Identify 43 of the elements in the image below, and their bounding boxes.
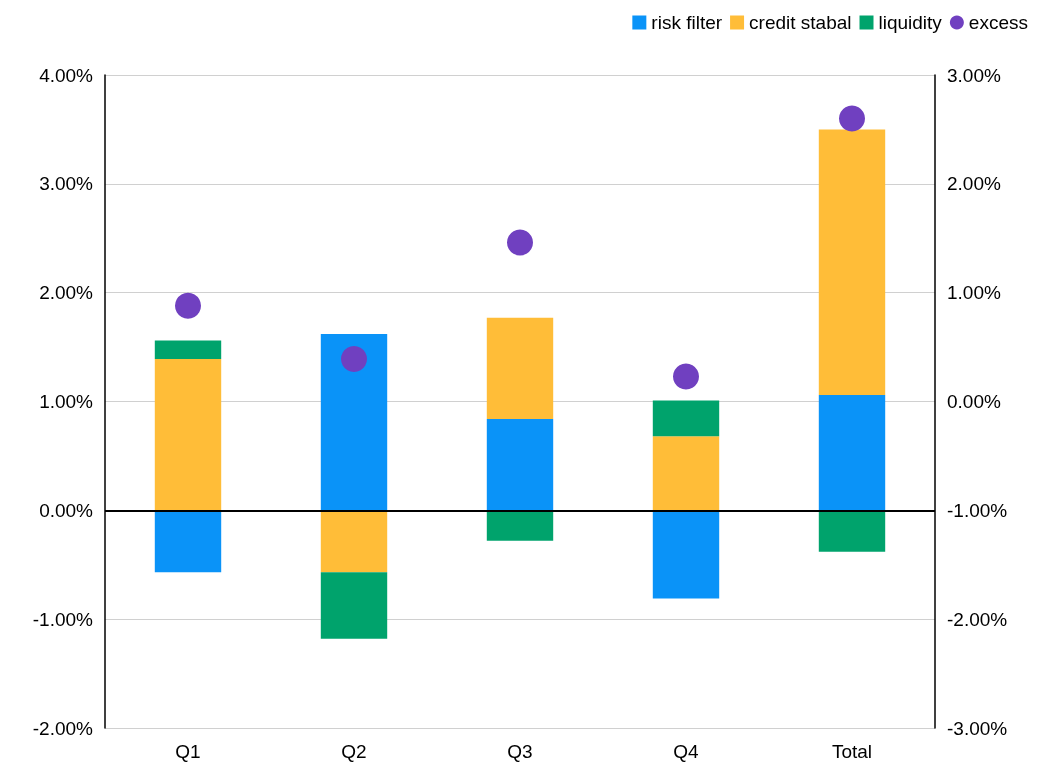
y-tick-label: -1.00% [32, 608, 94, 630]
bar [818, 394, 886, 511]
y-tick-label: 3.00% [39, 173, 94, 195]
point [175, 292, 201, 319]
x-tick-label: Q3 [507, 741, 533, 762]
y2-tick-label: -1.00% [947, 499, 1008, 521]
bar [320, 572, 388, 639]
bar [154, 359, 222, 511]
y2-tick-label: -3.00% [947, 717, 1008, 739]
x-tick-label: Total [831, 741, 873, 762]
y2-tick-label: 3.00% [947, 64, 1001, 86]
point [839, 105, 865, 132]
y-tick-label: 1.00% [39, 391, 94, 412]
legend-label: excess [968, 12, 1029, 33]
point [341, 346, 367, 373]
bar [818, 129, 886, 395]
bar [652, 510, 720, 599]
bar [486, 510, 554, 541]
legend-label: liquidity [878, 12, 943, 33]
x-tick-label: Q2 [341, 741, 367, 762]
bar [818, 510, 886, 552]
y-tick-label: -2.00% [32, 717, 94, 739]
point [507, 229, 533, 256]
y2-tick-label: -2.00% [947, 608, 1008, 630]
bar [486, 418, 554, 511]
x-tick-label: Q4 [673, 741, 700, 762]
y-tick-label: 4.00% [39, 64, 94, 86]
bar [652, 436, 720, 511]
bar [652, 400, 720, 437]
y2-tick-label: 2.00% [947, 173, 1001, 195]
legend-label: credit stabal [749, 12, 852, 33]
y2-tick-label: 1.00% [947, 282, 1001, 304]
bar [320, 334, 388, 511]
y-tick-label: 2.00% [39, 282, 94, 304]
point [673, 363, 699, 390]
y2-tick-label: 0.00% [947, 391, 1001, 412]
bar [486, 317, 554, 419]
bar [320, 510, 388, 573]
bar [154, 510, 222, 573]
x-tick-label: Q1 [175, 741, 201, 762]
bar [154, 340, 222, 360]
legend-label: risk filter [651, 12, 723, 33]
y-tick-label: 0.00% [39, 499, 94, 521]
